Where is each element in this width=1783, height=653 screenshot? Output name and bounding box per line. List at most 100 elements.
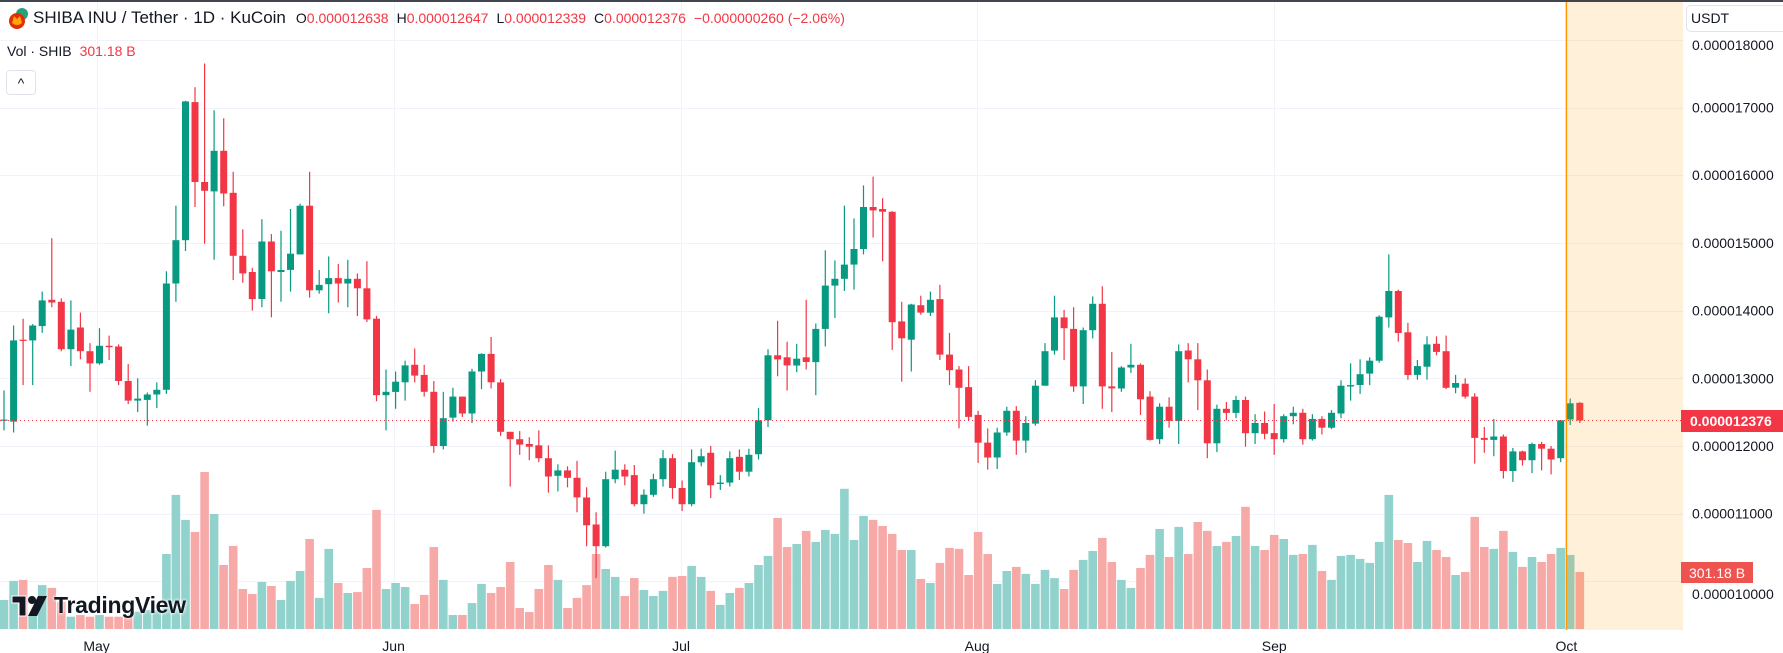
volume-bar [209, 514, 219, 629]
candle-body [592, 524, 600, 547]
candle-body [439, 418, 447, 446]
candle-body [191, 102, 199, 182]
candle-body [162, 283, 170, 390]
tradingview-logo[interactable]: TradingView [10, 592, 186, 619]
candle-body [850, 249, 858, 265]
volume-bar [85, 616, 95, 629]
volume-bar [1012, 566, 1021, 629]
volume-bar [696, 576, 706, 629]
price-axis[interactable] [1683, 0, 1783, 630]
volume-bar [1422, 540, 1432, 629]
candle-body [1280, 416, 1288, 440]
candle-body [984, 442, 992, 458]
candle-body [764, 355, 772, 421]
volume-bars [0, 472, 1585, 629]
volume-bar [448, 615, 458, 629]
volume-bar [1088, 551, 1097, 629]
candle-body [38, 300, 46, 327]
candle-body [115, 346, 123, 381]
candle-body [1060, 317, 1068, 329]
candle-body [1022, 423, 1030, 441]
volume-bar [496, 587, 505, 629]
volume-bar [735, 587, 744, 629]
candle-body [258, 241, 266, 299]
price-tick-label: 0.000012000 [1692, 438, 1774, 454]
volume-bar [964, 575, 973, 629]
volume-bar [238, 589, 248, 629]
candle-body [965, 387, 973, 417]
volume-bar [1413, 562, 1422, 629]
ohlc-high: H0.000012647 [396, 10, 489, 26]
volume-bar [687, 565, 696, 629]
volume-bar [1384, 494, 1394, 629]
candle-body [220, 150, 228, 194]
volume-bar [190, 532, 200, 629]
volume-bar [1489, 548, 1499, 629]
candle-body [86, 351, 94, 364]
candle-body [315, 284, 323, 291]
candle-body [411, 364, 419, 376]
volume-bar [763, 555, 773, 629]
candle-body [1242, 400, 1249, 434]
volume-bar [821, 529, 830, 629]
volume-bar [1527, 557, 1537, 629]
volume-bar [897, 550, 906, 629]
candle-body [688, 462, 696, 505]
volume-bar [1203, 530, 1212, 629]
candle-body [1528, 444, 1536, 461]
candle-body [1404, 332, 1412, 375]
candle-body [1308, 418, 1316, 440]
volume-bar [1069, 569, 1078, 629]
volume-bar [1250, 546, 1260, 629]
candle-body [1547, 448, 1555, 460]
volume-bar [142, 610, 152, 629]
volume-bar [1518, 566, 1527, 629]
candle-body [248, 272, 256, 300]
candle-body [124, 381, 132, 401]
price-tick-label: 0.000014000 [1692, 303, 1774, 319]
last-price-badge: 0.000012376 [1681, 410, 1783, 432]
time-axis[interactable]: May Jun Jul Aug Sep Oct [83, 638, 1577, 653]
last-price-label: 0.000012376 [1690, 413, 1772, 429]
candle-body [1299, 412, 1307, 440]
symbol-title[interactable]: SHIBA INU / Tether · 1D · KuCoin [33, 8, 286, 27]
volume-bar [649, 596, 658, 629]
candle-body [1480, 437, 1488, 440]
candle-body [1394, 291, 1402, 333]
candle-body [602, 479, 610, 547]
volume-bar [200, 472, 209, 629]
candle-body [143, 394, 151, 400]
candle-body [468, 371, 476, 414]
candle-body [1557, 420, 1565, 459]
currency-selector[interactable]: USDT [1686, 5, 1783, 32]
volume-bar [1155, 529, 1164, 629]
candle-body [67, 329, 75, 350]
ohlc-close: C0.000012376 [594, 10, 686, 26]
candle-body [697, 456, 705, 463]
volume-bar [1298, 554, 1308, 629]
volume-bar [563, 608, 572, 629]
candle-body [812, 328, 820, 363]
candle-body [105, 345, 113, 348]
volume-bar [926, 583, 935, 629]
volume-bar [553, 579, 563, 629]
candle-body [564, 470, 571, 478]
ohlc-values: O0.000012638 H0.000012647 L0.000012339 C… [296, 10, 845, 26]
collapse-legend-button[interactable]: ^ [6, 70, 36, 95]
candle-body [506, 431, 514, 440]
volume-bar [1403, 543, 1413, 629]
candle-body [296, 205, 304, 255]
ohlc-low: L0.000012339 [496, 10, 587, 26]
volume-bar [1174, 526, 1183, 629]
volume-bar [1164, 557, 1174, 629]
candle-body [287, 253, 294, 270]
volume-legend: Vol · SHIB 301.18 B [7, 43, 136, 59]
volume-bar [429, 547, 439, 629]
volume-bar [1365, 562, 1374, 629]
volume-bar [744, 583, 754, 629]
price-tick-label: 0.000017000 [1692, 100, 1774, 116]
price-tick-label: 0.000018000 [1692, 37, 1774, 53]
candle-body [1289, 412, 1297, 417]
candle-body [955, 369, 963, 388]
